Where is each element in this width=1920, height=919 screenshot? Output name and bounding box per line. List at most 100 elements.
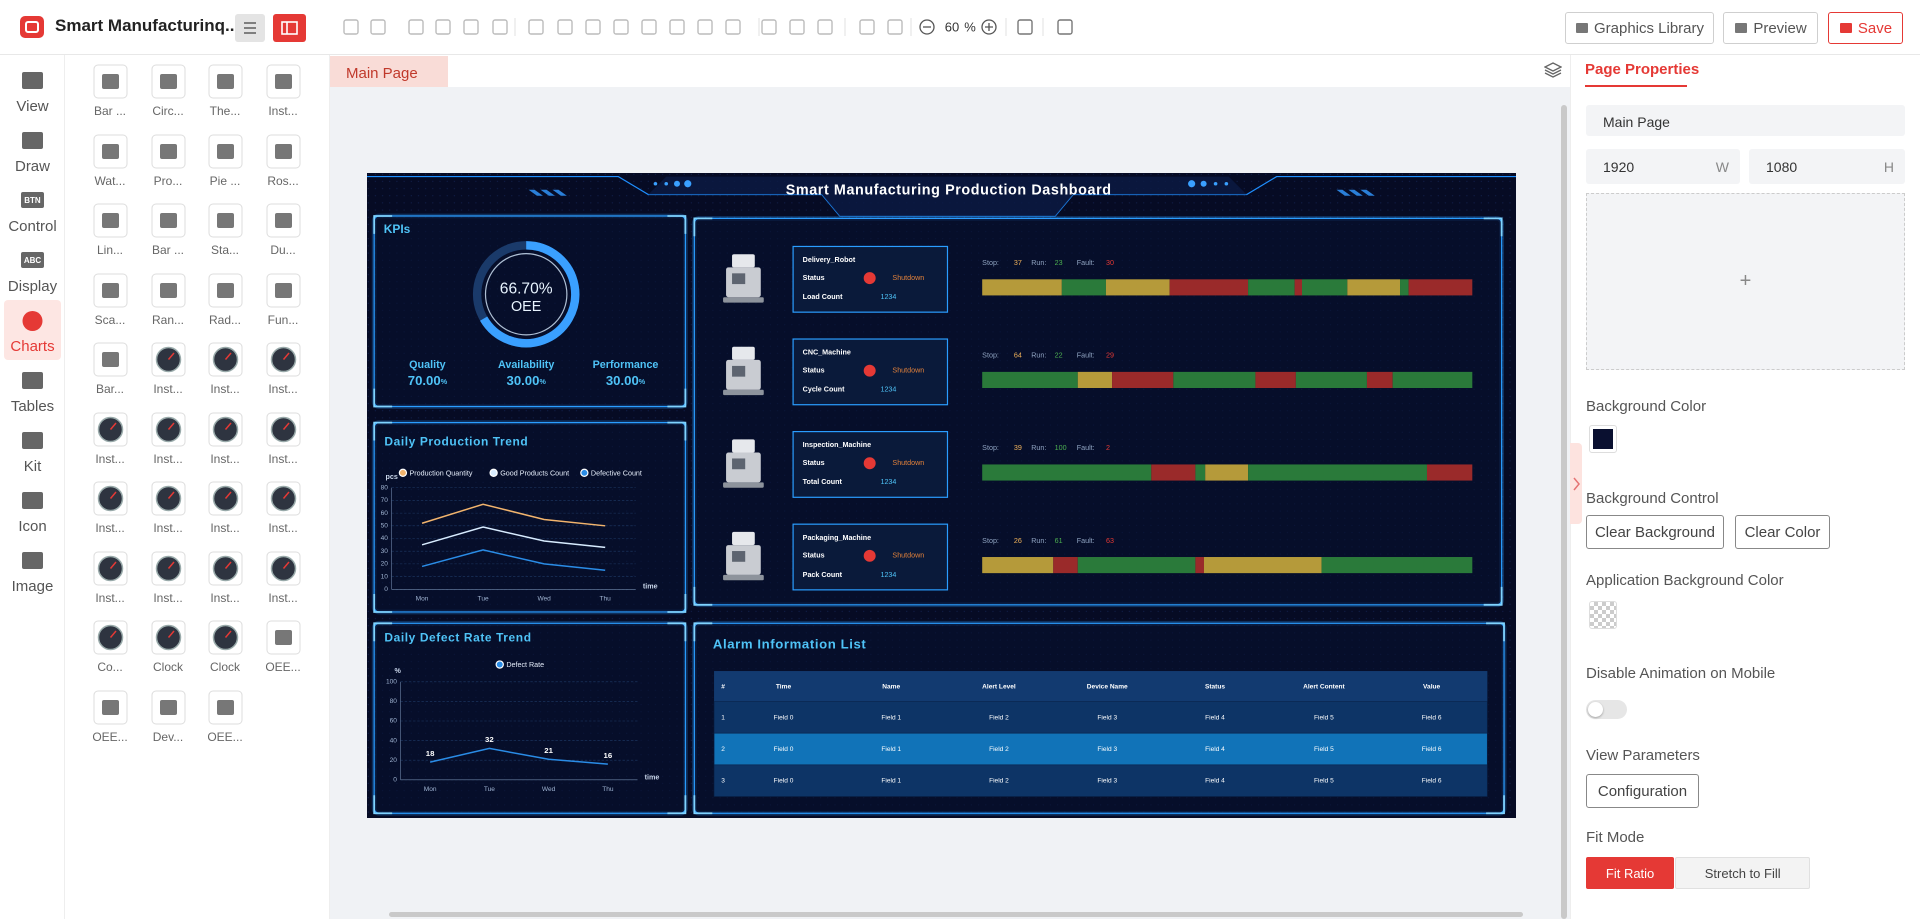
background-color-swatch[interactable]	[1589, 425, 1617, 453]
palette-item[interactable]: Inst...	[255, 481, 311, 545]
toolbar-icon[interactable]	[463, 19, 479, 35]
panel-toggle-button[interactable]	[273, 14, 306, 42]
outline-button[interactable]: Configuration	[1586, 774, 1699, 808]
palette-item[interactable]: Inst...	[140, 342, 196, 406]
toolbar-icon[interactable]	[1017, 19, 1033, 35]
panel-corner	[1483, 586, 1503, 606]
toolbar-icon[interactable]	[408, 19, 424, 35]
menu-button[interactable]	[235, 14, 265, 42]
toolbar-icon[interactable]	[613, 19, 629, 35]
palette-item[interactable]: Bar ...	[140, 203, 196, 267]
palette-item[interactable]: Inst...	[82, 481, 138, 545]
height-input[interactable]: 1080 H	[1749, 149, 1905, 184]
nav-item[interactable]: Tables	[4, 360, 61, 420]
palette-item[interactable]: Wat...	[82, 134, 138, 198]
palette-item[interactable]: Circ...	[140, 64, 196, 128]
toolbar-icon[interactable]	[817, 19, 833, 35]
palette-icon	[208, 203, 243, 238]
palette-item[interactable]: Dev...	[140, 690, 196, 754]
palette-icon	[93, 481, 128, 516]
palette-item[interactable]: Inst...	[140, 551, 196, 615]
palette-item[interactable]: OEE...	[82, 690, 138, 754]
toolbar-icon[interactable]	[789, 19, 805, 35]
palette-item[interactable]: Inst...	[140, 481, 196, 545]
toolbar-icon[interactable]	[641, 19, 657, 35]
nav-item[interactable]: View	[4, 60, 61, 120]
palette-item[interactable]: Pie ...	[197, 134, 253, 198]
nav-label: View	[16, 98, 49, 115]
page-tab[interactable]: Main Page	[330, 56, 448, 87]
vertical-scrollbar	[1561, 105, 1567, 919]
outline-button[interactable]: Clear Color	[1735, 515, 1830, 549]
fit-mode-button[interactable]: Fit Ratio	[1586, 857, 1675, 889]
palette-item[interactable]: The...	[197, 64, 253, 128]
toolbar-icon[interactable]	[492, 19, 508, 35]
toolbar-icon[interactable]	[435, 19, 451, 35]
palette-item[interactable]: Sca...	[82, 273, 138, 337]
palette-item[interactable]: Inst...	[82, 412, 138, 476]
toolbar-icon[interactable]	[859, 19, 875, 35]
palette-item[interactable]: Inst...	[197, 551, 253, 615]
palette-item[interactable]: Fun...	[255, 273, 311, 337]
palette-item[interactable]: Rad...	[197, 273, 253, 337]
y-tick-label: 100	[386, 679, 397, 686]
palette-item[interactable]: Inst...	[197, 342, 253, 406]
toolbar-icon[interactable]	[697, 19, 713, 35]
header-button[interactable]: Save	[1828, 12, 1903, 44]
palette-item[interactable]: Clock	[140, 620, 196, 684]
nav-item[interactable]: Kit	[4, 420, 61, 480]
timeline-segment	[1151, 464, 1196, 481]
panel-collapse-handle[interactable]	[1570, 443, 1582, 524]
nav-item[interactable]: BTN Control	[4, 180, 61, 240]
properties-tab[interactable]: Page Properties	[1585, 61, 1700, 78]
palette-item[interactable]: OEE...	[255, 620, 311, 684]
toolbar-icon[interactable]	[528, 19, 544, 35]
palette-item[interactable]: Bar ...	[82, 64, 138, 128]
palette-item[interactable]: Du...	[255, 203, 311, 267]
toolbar-icon[interactable]	[669, 19, 685, 35]
app-logo-mark	[25, 21, 39, 33]
palette-item[interactable]: Inst...	[255, 342, 311, 406]
palette-icon-glyph	[217, 282, 234, 298]
fit-mode-button[interactable]: Stretch to Fill	[1675, 857, 1811, 889]
toolbar-icon[interactable]	[761, 19, 777, 35]
palette-item[interactable]: Inst...	[255, 551, 311, 615]
palette-item[interactable]: Inst...	[255, 64, 311, 128]
header-button[interactable]: Preview	[1723, 12, 1818, 44]
palette-item[interactable]: Sta...	[197, 203, 253, 267]
palette-item[interactable]: Bar...	[82, 342, 138, 406]
nav-item[interactable]: Icon	[4, 480, 61, 540]
nav-item[interactable]: Charts	[4, 300, 61, 360]
width-input[interactable]: 1920 W	[1586, 149, 1740, 184]
toolbar-icon[interactable]	[557, 19, 573, 35]
nav-item[interactable]: ABC Display	[4, 240, 61, 300]
palette-item[interactable]: Inst...	[197, 481, 253, 545]
palette-item[interactable]: Clock	[197, 620, 253, 684]
outline-button[interactable]: Clear Background	[1586, 515, 1724, 549]
palette-item[interactable]: Ran...	[140, 273, 196, 337]
palette-item[interactable]: Inst...	[255, 412, 311, 476]
toolbar-icon[interactable]	[585, 19, 601, 35]
toolbar-icon[interactable]	[725, 19, 741, 35]
header-button[interactable]: Graphics Library	[1565, 12, 1714, 44]
palette-label: Inst...	[268, 382, 298, 396]
palette-item[interactable]: OEE...	[197, 690, 253, 754]
palette-item[interactable]: Ros...	[255, 134, 311, 198]
table-cell: Field 4	[1205, 778, 1225, 785]
palette-item[interactable]: Co...	[82, 620, 138, 684]
background-upload[interactable]: +	[1586, 193, 1905, 370]
palette-item[interactable]: Inst...	[140, 412, 196, 476]
app-background-swatch[interactable]	[1589, 601, 1617, 629]
table-header-cell: Alert Content	[1303, 683, 1345, 690]
palette-item[interactable]: Inst...	[197, 412, 253, 476]
toolbar-icon[interactable]	[343, 19, 359, 35]
page-name-input[interactable]: Main Page	[1586, 105, 1905, 136]
palette-item[interactable]: Lin...	[82, 203, 138, 267]
nav-item[interactable]: Image	[4, 540, 61, 600]
nav-item[interactable]: Draw	[4, 120, 61, 180]
toolbar-icon[interactable]	[1057, 19, 1073, 35]
palette-item[interactable]: Pro...	[140, 134, 196, 198]
toolbar-icon[interactable]	[370, 19, 386, 35]
palette-item[interactable]: Inst...	[82, 551, 138, 615]
toolbar-icon[interactable]	[887, 19, 903, 35]
